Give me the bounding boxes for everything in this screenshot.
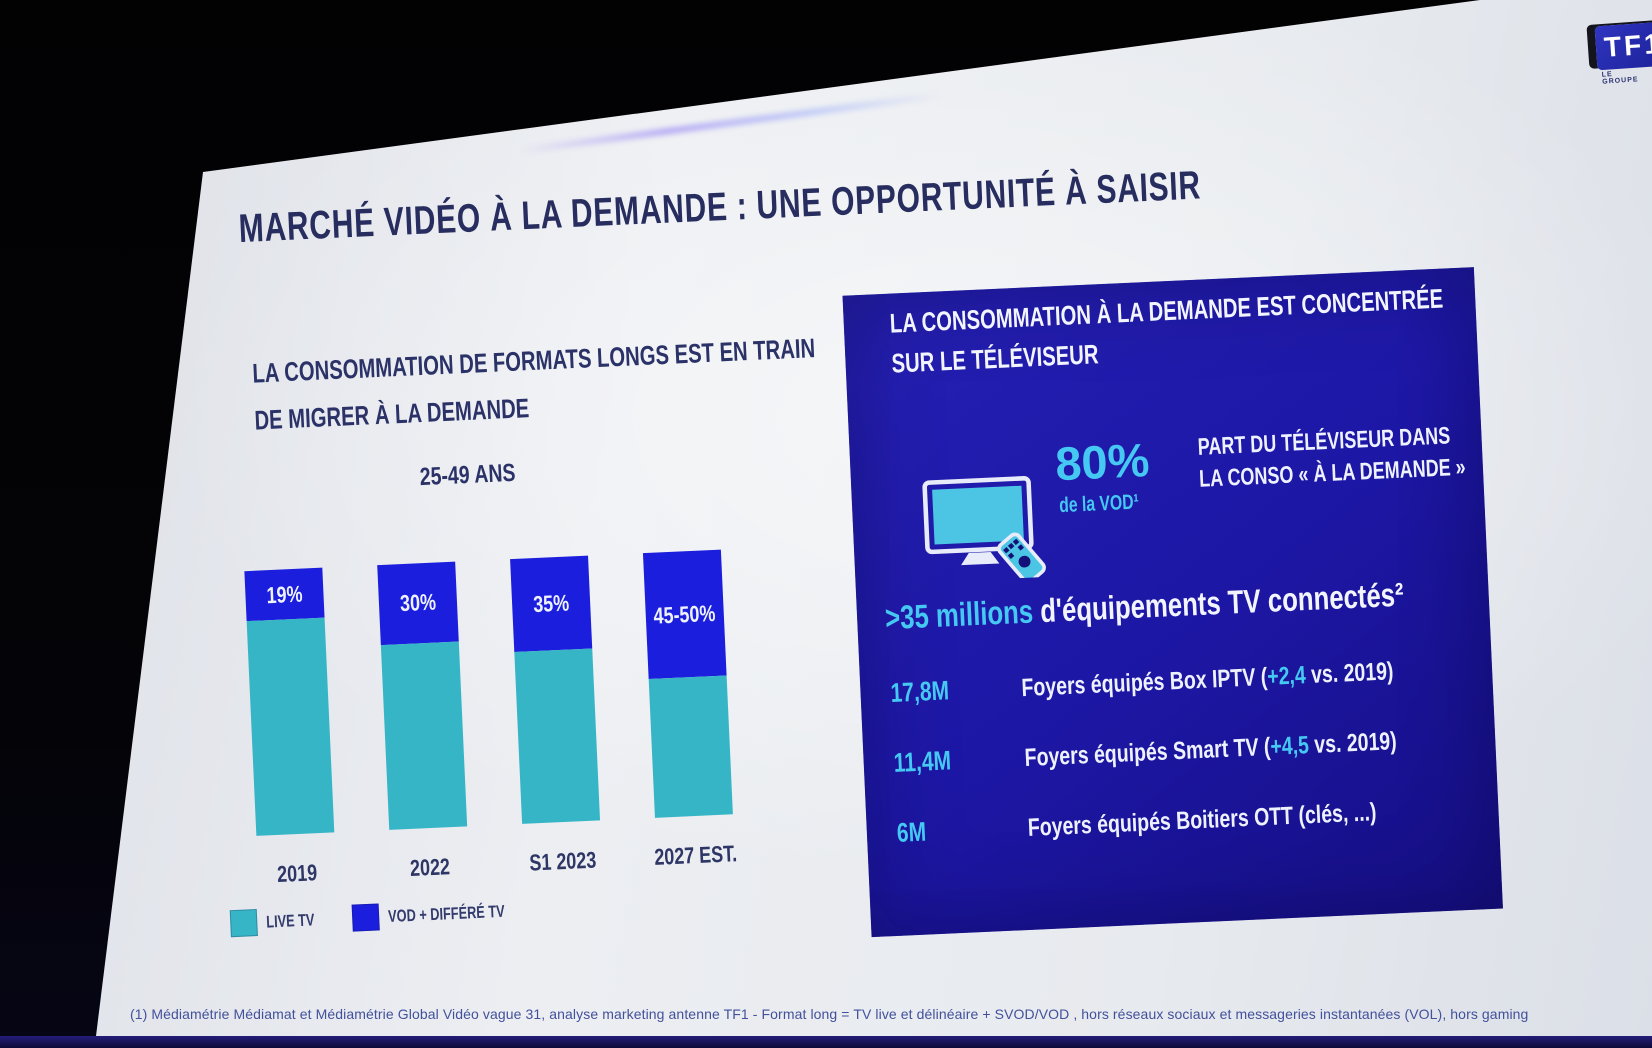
legend-swatch-vod: [351, 903, 381, 932]
live-segment: [648, 675, 733, 818]
legend-label-live-tv: LIVE TV: [266, 909, 331, 932]
iptv-label: Foyers équipés Box IPTV (+2,4 vs. 2019): [1021, 657, 1394, 703]
tv-share-caption: de la VOD¹: [1059, 489, 1166, 518]
live-segment: [246, 617, 335, 836]
bar-value-label: 30%: [399, 588, 437, 617]
bar-column-2022: 30% 2022: [377, 561, 468, 881]
iptv-value: 17,8M: [889, 675, 950, 709]
bar-category-label: S1 2023: [528, 846, 597, 876]
bar-column-2019: 19% 2019: [244, 567, 335, 887]
ott-label: Foyers équipés Boitiers OTT (clés, ...): [1027, 798, 1377, 843]
bar-column-2027: 45-50% 2027 EST.: [642, 549, 738, 870]
equipment-row-iptv: 17,8M Foyers équipés Box IPTV (+2,4 vs. …: [890, 655, 1394, 709]
tf1-logo-text: TF1: [1602, 27, 1652, 63]
bar-value-label: 35%: [532, 589, 570, 618]
live-segment: [380, 641, 468, 830]
legend-label-vod-text: VOD + DIFFÉRÉ TV: [387, 901, 506, 926]
legend-label-live-tv-text: LIVE TV: [265, 909, 315, 932]
smart-tv-value: 11,4M: [893, 745, 952, 778]
footnote: (1) Médiamétrie Médiamat et Médiamétrie …: [130, 1006, 1529, 1022]
age-group-label: 25-49 ANS: [317, 454, 618, 497]
panel-heading-line2: SUR LE TÉLÉVISEUR: [890, 339, 1100, 379]
iptv-label-pre: Foyers équipés Box IPTV (: [1020, 662, 1268, 703]
tv-share-value: 80%: [1054, 433, 1151, 491]
live-segment: [514, 648, 601, 824]
ott-value: 6M: [896, 816, 927, 848]
bar-2019: 19%: [244, 567, 335, 836]
tv-share-note: PART DU TÉLÉVISEUR DANS LA CONSO « À LA …: [1197, 416, 1555, 496]
bar-category-label: 2022: [409, 853, 451, 881]
smart-tv-label-delta: +4,5: [1269, 731, 1310, 761]
tv-share-caption-text: de la VOD¹: [1058, 490, 1140, 518]
chart-legend: LIVE TV VOD + DIFFÉRÉ TV: [229, 895, 567, 938]
iptv-label-post: vs. 2019): [1305, 657, 1395, 690]
iptv-label-delta: +2,4: [1266, 661, 1307, 691]
vod-segment: 35%: [510, 555, 593, 653]
connected-equipment-line: >35 millions d'équipements TV connectés²: [884, 576, 1404, 638]
age-group-text: 25-49 ANS: [418, 458, 516, 492]
tv-remote-icon: [922, 476, 1046, 583]
connected-equipment-count: >35 millions: [884, 592, 1034, 637]
smart-tv-label: Foyers équipés Smart TV (+4,5 vs. 2019): [1024, 727, 1397, 773]
slide-title-text: MARCHÉ VIDÉO À LA DEMANDE : UNE OPPORTUN…: [237, 163, 1202, 252]
bar-value-label: 19%: [265, 580, 303, 608]
bar-2022: 30%: [377, 561, 468, 830]
equipment-row-ott: 6M Foyers équipés Boitiers OTT (clés, ..…: [896, 796, 1377, 849]
bar-s1-2023: 35%: [510, 555, 601, 824]
connected-equipment-text: d'équipements TV connectés²: [1032, 575, 1405, 630]
slide-content: MARCHÉ VIDÉO À LA DEMANDE : UNE OPPORTUN…: [85, 69, 1652, 1048]
slide-title: MARCHÉ VIDÉO À LA DEMANDE : UNE OPPORTUN…: [238, 149, 1523, 252]
vod-segment: 30%: [377, 561, 459, 645]
right-panel: LA CONSOMMATION À LA DEMANDE EST CONCENT…: [842, 267, 1503, 938]
vod-segment: 19%: [244, 567, 325, 622]
legend-label-vod: VOD + DIFFÉRÉ TV: [388, 899, 544, 926]
bar-category-label: 2019: [276, 859, 318, 888]
legend-swatch-live-tv: [229, 908, 258, 938]
panel-heading: LA CONSOMMATION À LA DEMANDE EST CONCENT…: [889, 270, 1630, 383]
tf1-logo: TF1: [1594, 21, 1652, 71]
ott-label-pre: Foyers équipés Boitiers OTT (clés, ...): [1027, 798, 1378, 842]
bar-2027: 45-50%: [642, 549, 733, 818]
bar-value-label: 45-50%: [653, 599, 717, 629]
vod-segment: 45-50%: [642, 549, 727, 679]
bar-category-label: 2027 EST.: [653, 840, 738, 870]
smart-tv-label-post: vs. 2019): [1308, 727, 1398, 760]
smart-tv-label-pre: Foyers équipés Smart TV (: [1024, 732, 1272, 772]
stage-floor-band: [0, 1036, 1652, 1048]
equipment-row-smart-tv: 11,4M Foyers équipés Smart TV (+4,5 vs. …: [893, 725, 1397, 779]
bar-column-s1-2023: 35% S1 2023: [510, 555, 601, 876]
